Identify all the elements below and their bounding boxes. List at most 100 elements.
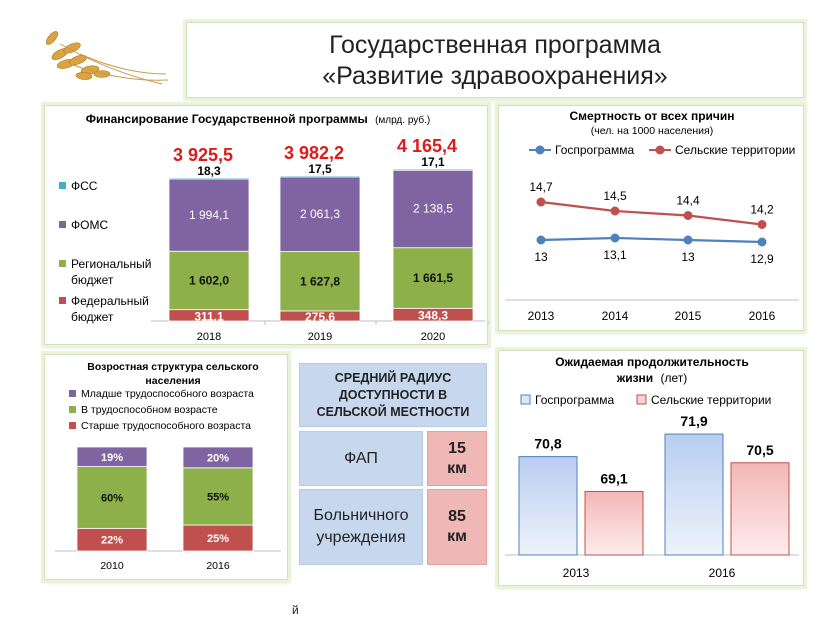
radius-header-line1: СРЕДНИЙ РАДИУС [334,371,452,385]
legend-swatch [59,260,66,267]
legend-label: Сельские территории [675,143,795,157]
fss-segment [168,177,250,180]
radius-fap-label: ФАП [344,449,378,467]
financing-chart: Финансирование Государственной программы… [59,112,490,343]
x-tick-label: 2010 [100,560,124,572]
rural-point [683,211,693,220]
x-tick-label: 2014 [602,309,629,323]
total-label: 4 165,4 [397,136,457,156]
working-segment [76,466,148,529]
fss-segment [279,175,361,178]
legend-swatch [520,394,531,405]
life-title-unit: (лет) [661,371,688,385]
rural-point [610,206,620,216]
legend-label: Госпрограмма [555,143,634,157]
legend-marker-rural [655,145,665,155]
foms-segment [168,178,250,252]
life-expectancy-panel: Ожидаемая продолжительность жизни (лет) … [498,350,804,586]
x-tick-label: 2015 [675,309,702,323]
data-label: 14,7 [529,180,553,194]
radius-hospital-unit: км [447,528,467,545]
data-label: 69,1 [600,470,627,486]
data-label: 1 627,8 [300,274,340,288]
legend-swatch [69,390,76,397]
data-label: 14,5 [603,189,627,203]
data-label: 12,9 [750,252,774,266]
foms-segment [392,169,474,249]
legend-label: Старше трудоспособного возраста [81,420,251,432]
legend-label: ФСС [71,179,98,193]
age-title-line1: Возростная структура сельского [87,361,258,373]
legend-swatch [69,406,76,413]
radius-hospital-label-line2: учреждения [316,529,406,546]
life-expectancy-chart: Ожидаемая продолжительность жизни (лет) … [505,355,799,580]
data-label: 71,9 [680,413,707,429]
data-label: 13 [534,250,548,264]
data-label: 2 061,3 [300,207,340,221]
legend-label: Федеральный [71,294,149,308]
mortality-chart-panel: Смертность от всех причин (чел. на 1000 … [498,105,804,331]
legend-label: бюджет [71,273,114,287]
fss-label: 17,5 [308,162,332,176]
radius-header-line3: СЕЛЬСКОЙ МЕСТНОСТИ [316,405,470,419]
age-title-line2: населения [145,375,200,387]
x-tick-label: 2016 [206,560,230,572]
data-label: 13,1 [603,248,627,262]
legend-label: ФОМС [71,218,108,232]
mortality-title: Смертность от всех причин [569,109,734,123]
age-structure-panel: Возростная структура сельского населения… [44,354,288,580]
gos-point [683,235,693,245]
radius-fap-value-cell: 15 км [427,431,487,486]
legend-label: Госпрограмма [535,393,614,407]
rural-bar [584,490,644,556]
radius-fap-unit: км [447,459,467,477]
legend-swatch [636,394,647,405]
legend-label: Сельские территории [651,393,771,407]
rural-point [757,220,767,229]
gos-point [757,237,767,247]
data-label: 22% [101,535,123,547]
fss-label: 18,3 [197,164,221,178]
radius-fap-label-cell: ФАП [299,431,423,486]
younger-segment [76,446,148,467]
data-label: 2 138,5 [413,202,453,216]
radius-header: СРЕДНИЙ РАДИУС ДОСТУПНОСТИ В СЕЛЬСКОЙ МЕ… [299,363,487,427]
data-label: 1 994,1 [189,208,229,222]
total-label: 3 982,2 [284,143,344,163]
mortality-subtitle: (чел. на 1000 населения) [591,125,713,137]
radius-header-line2: ДОСТУПНОСТИ В [338,388,448,402]
x-tick-label: 2013 [563,566,590,580]
legend-label: бюджет [71,310,114,324]
data-label: 70,8 [534,436,561,452]
radius-fap-value: 15 [448,439,466,457]
radius-hospital-label-line1: Больничного [313,507,409,524]
data-label: 25% [207,533,229,545]
data-label: 13 [681,250,695,264]
rural-line [540,200,763,226]
x-tick-label: 2016 [749,309,776,323]
legend-marker-gos [535,145,545,155]
data-label: 1 602,0 [189,273,229,287]
data-label: 55% [207,491,229,503]
radius-hospital-value: 85 [448,508,466,525]
data-label: 19% [101,452,123,464]
data-label: 70,5 [746,442,773,458]
regional-segment [279,251,361,312]
gos-bar [664,433,724,556]
x-tick-label: 2018 [197,331,221,343]
life-title-line1: Ожидаемая продолжительность [555,355,749,369]
data-label: 14,4 [676,194,700,208]
x-tick-label: 2016 [709,566,736,580]
data-label: 1 661,5 [413,271,453,285]
legend-label: Младше трудоспособного возраста [81,388,254,400]
life-title-word: жизни [616,371,653,385]
mortality-chart: Смертность от всех причин (чел. на 1000 … [505,109,799,323]
financing-unit: (млрд. руб.) [375,114,430,126]
x-tick-label: 2019 [308,331,332,343]
gos-bar [518,456,578,556]
regional-segment [392,247,474,309]
data-label: 20% [207,452,229,464]
radius-hospital-label-cell: Больничного учреждения [299,489,423,565]
legend-swatch [69,422,76,429]
total-label: 3 925,5 [173,145,233,165]
